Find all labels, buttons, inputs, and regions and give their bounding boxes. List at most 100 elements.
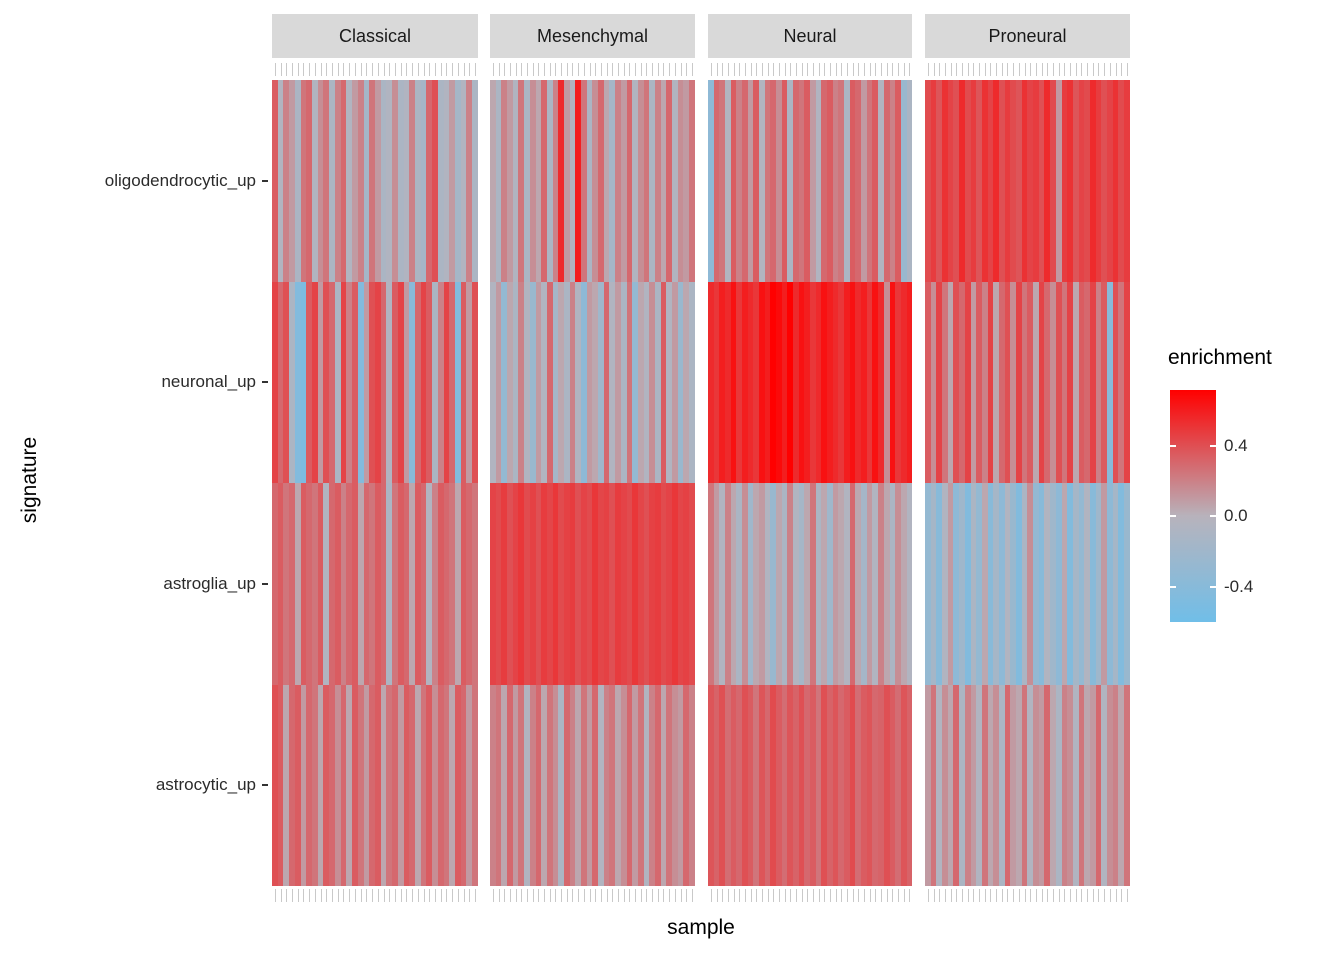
heatmap-cell xyxy=(895,684,901,886)
heatmap-cell xyxy=(312,684,318,886)
sample-tick xyxy=(564,889,570,902)
heatmap-cell xyxy=(981,80,988,282)
sample-tick xyxy=(931,889,937,902)
heatmap-cell xyxy=(569,80,576,282)
heatmap-cell xyxy=(501,684,508,886)
heatmap-cell xyxy=(449,281,455,483)
heatmap-cell xyxy=(1033,80,1039,282)
heatmap-cell xyxy=(495,483,502,685)
heatmap-cell xyxy=(895,281,901,483)
heatmap-cell xyxy=(936,483,943,685)
heatmap-cell xyxy=(787,80,794,282)
heatmap-cell xyxy=(535,281,542,483)
y-axis-tick xyxy=(262,381,268,383)
heatmap-cell xyxy=(329,483,335,685)
sample-tick xyxy=(1118,63,1124,76)
heatmap-cell xyxy=(334,483,341,685)
heatmap-cell xyxy=(1061,684,1068,886)
heatmap-cell xyxy=(289,684,295,886)
heatmap-cell xyxy=(942,80,948,282)
heatmap-cell xyxy=(490,80,496,282)
heatmap-cell xyxy=(346,281,353,483)
heatmap-row-astroglia_up xyxy=(490,483,695,685)
heatmap-cell xyxy=(719,684,726,886)
sample-tick xyxy=(901,889,907,902)
heatmap-cell xyxy=(490,281,496,483)
heatmap-cell xyxy=(352,80,358,282)
heatmap-cell xyxy=(346,80,353,282)
sample-tick xyxy=(965,889,971,902)
y-axis-tick xyxy=(262,180,268,182)
heatmap-cell xyxy=(529,281,536,483)
heatmap-cell xyxy=(289,281,295,483)
heatmap-cell xyxy=(380,483,387,685)
heatmap-cell xyxy=(609,483,616,685)
sample-ticks-top xyxy=(272,63,478,76)
heatmap-cell xyxy=(1084,281,1090,483)
heatmap-cell xyxy=(1095,281,1102,483)
heatmap-cell xyxy=(1061,281,1068,483)
sample-tick xyxy=(632,889,638,902)
heatmap-cell xyxy=(1021,684,1028,886)
heatmap-cell xyxy=(719,483,726,685)
sample-tick xyxy=(306,889,312,902)
heatmap-cell xyxy=(838,483,845,685)
sample-tick xyxy=(409,63,415,76)
heatmap-cell xyxy=(272,684,278,886)
heatmap-cell xyxy=(1010,80,1016,282)
heatmap-cell xyxy=(283,80,290,282)
sample-tick xyxy=(1096,63,1102,76)
heatmap-cell xyxy=(861,80,867,282)
sample-tick xyxy=(638,889,644,902)
heatmap-cell xyxy=(906,483,913,685)
heatmap-row-astrocytic_up xyxy=(925,684,1130,886)
sample-tick xyxy=(438,63,444,76)
heatmap-cell xyxy=(409,684,415,886)
heatmap-cell xyxy=(787,684,794,886)
sample-tick xyxy=(386,63,392,76)
sample-tick xyxy=(472,889,478,902)
sample-tick xyxy=(1090,63,1096,76)
heatmap-cell xyxy=(959,483,965,685)
heatmap-cell xyxy=(626,684,633,886)
heatmap-cell xyxy=(925,281,931,483)
sample-tick xyxy=(592,63,598,76)
heatmap-cell xyxy=(708,281,714,483)
sample-tick xyxy=(335,63,341,76)
heatmap-cell xyxy=(340,281,347,483)
heatmap-cell xyxy=(764,483,771,685)
sample-tick xyxy=(501,889,507,902)
sample-tick xyxy=(507,63,513,76)
heatmap-cell xyxy=(323,281,330,483)
heatmap-cell xyxy=(970,483,977,685)
heatmap-cell xyxy=(964,483,971,685)
heatmap-cell xyxy=(277,483,284,685)
sample-tick xyxy=(782,889,788,902)
sample-tick xyxy=(318,889,324,902)
heatmap-cell xyxy=(466,281,473,483)
heatmap-cell xyxy=(981,684,988,886)
sample-ticks-bottom xyxy=(708,889,912,902)
sample-tick xyxy=(804,889,810,902)
sample-tick xyxy=(598,889,604,902)
sample-tick xyxy=(312,63,318,76)
heatmap-cell xyxy=(878,684,884,886)
heatmap-cell xyxy=(998,684,1005,886)
heatmap-cell xyxy=(719,80,726,282)
heatmap-cell xyxy=(708,483,714,685)
heatmap-cell xyxy=(455,80,461,282)
heatmap-cell xyxy=(501,483,508,685)
heatmap-cell xyxy=(518,281,525,483)
sample-tick xyxy=(719,889,725,902)
legend-tick-label-neg04: -0.4 xyxy=(1224,577,1254,596)
heatmap-cell xyxy=(666,281,672,483)
sample-tick xyxy=(884,63,890,76)
heatmap-cell xyxy=(654,684,661,886)
facet-strip-mesenchymal: Mesenchymal xyxy=(490,14,695,58)
heatmap-cell xyxy=(592,483,599,685)
sample-tick xyxy=(1113,63,1119,76)
heatmap-cell xyxy=(632,684,638,886)
heatmap-cell xyxy=(1055,483,1062,685)
sample-tick xyxy=(1113,889,1119,902)
sample-tick xyxy=(793,889,799,902)
